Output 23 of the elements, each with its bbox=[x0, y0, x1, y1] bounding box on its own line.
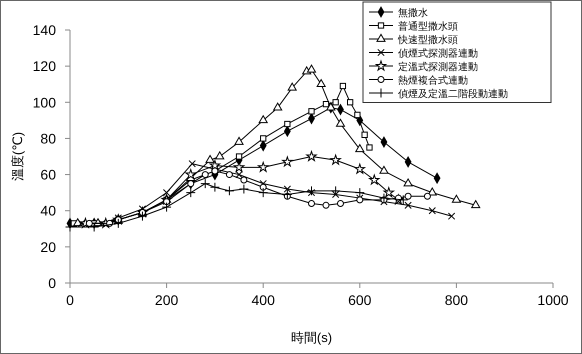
legend-label: 偵煙及定溫二階段動連動 bbox=[398, 88, 508, 100]
y-tick-label: 60 bbox=[40, 166, 56, 183]
x-tick-label: 0 bbox=[66, 292, 74, 308]
x-tick-label: 1000 bbox=[537, 292, 569, 308]
legend-label: 快速型撒水頭 bbox=[397, 34, 458, 46]
y-tick-label: 40 bbox=[40, 202, 56, 219]
legend-label: 熱煙複合式連動 bbox=[398, 74, 468, 86]
y-tick-label: 0 bbox=[48, 275, 56, 291]
y-tick-label: 140 bbox=[32, 22, 56, 38]
y-tick-label: 80 bbox=[40, 130, 56, 146]
x-tick-label: 600 bbox=[348, 292, 372, 308]
x-tick-label: 200 bbox=[154, 292, 178, 308]
x-axis-title: 時間(s) bbox=[290, 330, 332, 345]
legend-label: 偵煙式探測器連動 bbox=[398, 48, 478, 60]
y-tick-label: 120 bbox=[32, 58, 56, 74]
legend-label: 普通型撒水頭 bbox=[398, 20, 458, 32]
x-tick-label: 400 bbox=[252, 292, 276, 308]
legend-label: 無撒水 bbox=[398, 7, 428, 19]
x-tick-label: 800 bbox=[444, 292, 468, 308]
y-tick-label: 100 bbox=[32, 94, 56, 110]
legend-label: 定溫式探測器連動 bbox=[398, 61, 478, 73]
y-tick-label: 20 bbox=[40, 238, 56, 255]
y-axis-title: 溫度(℃) bbox=[10, 132, 25, 182]
